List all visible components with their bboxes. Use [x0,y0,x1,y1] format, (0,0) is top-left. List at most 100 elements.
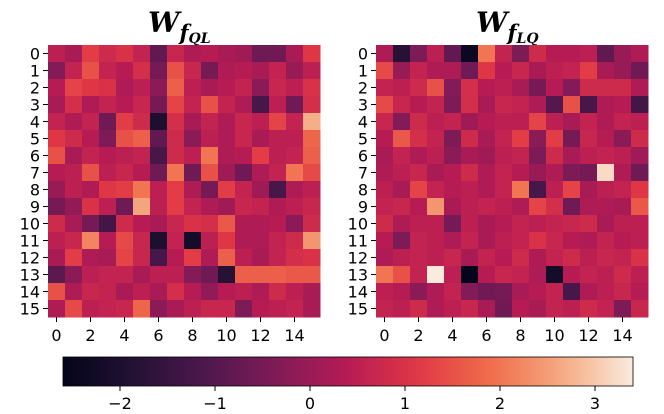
right-cell [597,232,615,250]
right-cell [478,113,496,131]
colorbar-tick-label: 3 [590,394,600,413]
right-cell [376,215,394,233]
right-cell [376,198,394,216]
left-cell [133,62,151,80]
left-cell [235,130,253,148]
left-cell [303,96,321,114]
right-cell [546,113,564,131]
left-cell [184,283,202,301]
left-cell [82,283,100,301]
right-cell [495,266,513,284]
left-cell [133,96,151,114]
right-cell [444,164,462,182]
right-cell [631,147,649,165]
right-cell [597,130,615,148]
left-cell [150,300,168,318]
left-cell [218,45,236,63]
right-cell [461,198,479,216]
right-cell [614,45,632,63]
left-cell [167,283,185,301]
right-cell [529,113,547,131]
left-cell [235,215,253,233]
left-cell [167,130,185,148]
right-cell [495,164,513,182]
right-cell [410,96,428,114]
left-cell [235,300,253,318]
right-cell [546,198,564,216]
left-cell [99,300,117,318]
left-cell [269,283,287,301]
left-cell [184,232,202,250]
right-cell [631,79,649,97]
right-cell [478,215,496,233]
left-cell [184,181,202,199]
right-cell [563,164,581,182]
right-cell [393,147,411,165]
left-cell [269,147,287,165]
left-cell [167,198,185,216]
right-cell [614,96,632,114]
left-cell [269,300,287,318]
right-cell [580,300,598,318]
right-cell [393,96,411,114]
left-cell [82,96,100,114]
right-cell [393,232,411,250]
left-cell [65,96,83,114]
left-x-tick-label: 14 [284,326,304,345]
left-cell [99,198,117,216]
right-cell [529,283,547,301]
right-cell [461,45,479,63]
right-cell [376,130,394,148]
right-cell [478,198,496,216]
left-cell [99,62,117,80]
left-cell [82,164,100,182]
right-cell [614,79,632,97]
left-cell [99,266,117,284]
left-x-tick-label: 2 [85,326,95,345]
right-cell [427,147,445,165]
right-cell [529,232,547,250]
left-cell [65,62,83,80]
left-cell [48,181,66,199]
left-cell [133,266,151,284]
right-cell [529,147,547,165]
left-cell [65,249,83,267]
right-cell [495,130,513,148]
left-cell [201,300,219,318]
left-cell [133,232,151,250]
right-cell [597,266,615,284]
left-cell [286,215,304,233]
left-cell [82,130,100,148]
left-cell [184,249,202,267]
right-cell [376,113,394,131]
left-cell [184,96,202,114]
right-cell [580,113,598,131]
left-cell [286,130,304,148]
left-cell [99,215,117,233]
left-cell [235,96,253,114]
right-cell [546,266,564,284]
left-y-tick-label: 2 [30,79,40,98]
right-cell [631,198,649,216]
left-cell [82,300,100,318]
left-cell [235,249,253,267]
left-cell [65,283,83,301]
left-cell [133,45,151,63]
left-cell [303,113,321,131]
left-cell [269,164,287,182]
right-cell [614,266,632,284]
left-cell [286,164,304,182]
left-cell [218,249,236,267]
left-cell [65,79,83,97]
left-cell [99,181,117,199]
right-cell [597,79,615,97]
left-cell [82,266,100,284]
right-cell [478,62,496,80]
right-cell [427,266,445,284]
right-cell [427,79,445,97]
left-cell [201,62,219,80]
left-cell [116,79,134,97]
left-cell [269,249,287,267]
right-cell [461,232,479,250]
